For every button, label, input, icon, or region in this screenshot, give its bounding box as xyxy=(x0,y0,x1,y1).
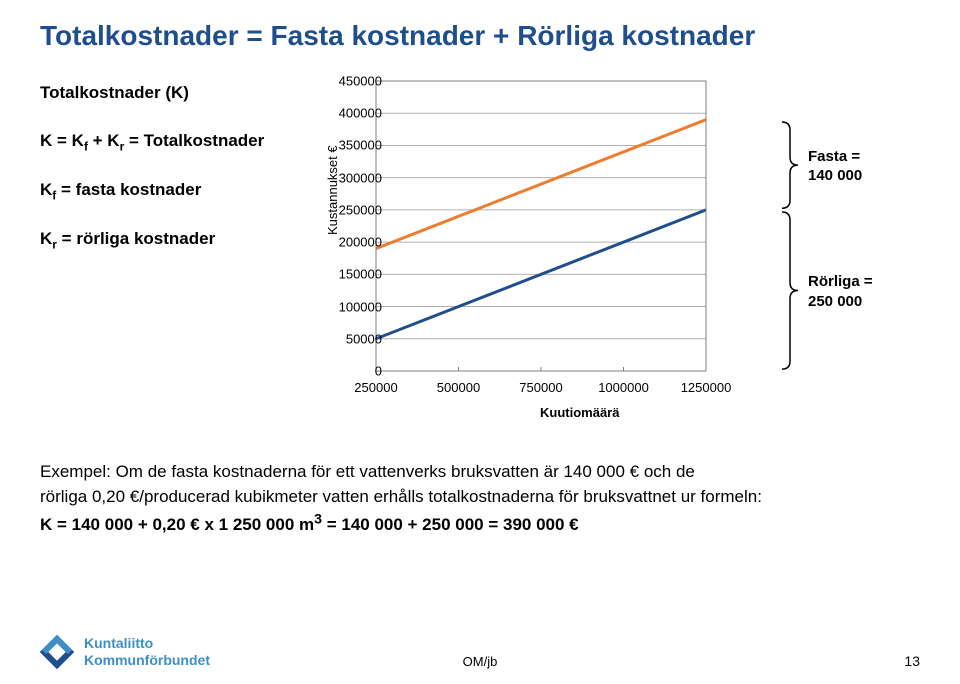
fasta-annotation: Fasta = 140 000 xyxy=(808,147,862,186)
chart-svg xyxy=(375,80,707,372)
logo-text-1: Kuntaliitto xyxy=(84,635,153,651)
fasta-l1: Fasta = xyxy=(808,148,860,165)
def-formula: K = Kf + Kr = Totalkostnader xyxy=(40,128,310,155)
footer: Kuntaliitto Kommunförbundet OM/jb 13 xyxy=(40,635,920,669)
fasta-l2: 140 000 xyxy=(808,167,862,184)
footer-center-text: OM/jb xyxy=(463,654,498,669)
xtick-label: 250000 xyxy=(354,380,397,395)
logo-block: Kuntaliitto Kommunförbundet xyxy=(40,635,210,669)
ytick-label: 100000 xyxy=(322,299,382,314)
page-number: 13 xyxy=(904,653,920,669)
example-l2: rörliga 0,20 €/producerad kubikmeter vat… xyxy=(40,487,762,506)
chart-ylabel: Kustannukset € xyxy=(325,145,340,235)
xtick-label: 500000 xyxy=(437,380,480,395)
ytick-label: 150000 xyxy=(322,267,382,282)
definitions-column: Totalkostnader (K) K = Kf + Kr = Totalko… xyxy=(40,80,310,276)
rorliga-annotation: Rörliga = 250 000 xyxy=(808,272,873,311)
ytick-label: 200000 xyxy=(322,235,382,250)
content-row: Totalkostnader (K) K = Kf + Kr = Totalko… xyxy=(40,80,920,430)
def-kr: Kr = rörliga kostnader xyxy=(40,226,310,253)
bracket-rorliga-icon xyxy=(780,210,802,371)
slide-title: Totalkostnader = Fasta kostnader + Rörli… xyxy=(40,20,920,52)
annotations-column: Fasta = 140 000 Rörliga = 250 000 xyxy=(780,80,940,430)
ytick-label: 300000 xyxy=(322,170,382,185)
example-text: Exempel: Om de fasta kostnaderna för ett… xyxy=(40,460,910,538)
ytick-label: 400000 xyxy=(322,106,382,121)
logo-icon xyxy=(40,635,74,669)
def-k: Totalkostnader (K) xyxy=(40,80,310,106)
bracket-fasta-icon xyxy=(780,120,802,210)
example-l1: Exempel: Om de fasta kostnaderna för ett… xyxy=(40,462,695,481)
ytick-label: 450000 xyxy=(322,74,382,89)
chart-xlabel: Kuutiomäärä xyxy=(540,405,619,420)
ytick-label: 0 xyxy=(322,364,382,379)
rorliga-l1: Rörliga = xyxy=(808,273,873,290)
rorliga-l2: 250 000 xyxy=(808,293,862,310)
xtick-label: 1000000 xyxy=(598,380,649,395)
def-kf: Kf = fasta kostnader xyxy=(40,177,310,204)
line-chart: Kustannukset € 0500001000001500002000002… xyxy=(330,80,760,430)
ytick-label: 350000 xyxy=(322,138,382,153)
logo-text-2: Kommunförbundet xyxy=(84,652,210,668)
ytick-label: 50000 xyxy=(322,331,382,346)
xtick-label: 750000 xyxy=(519,380,562,395)
xtick-label: 1250000 xyxy=(681,380,732,395)
ytick-label: 250000 xyxy=(322,202,382,217)
example-l3: K = 140 000 + 0,20 € x 1 250 000 m3 = 14… xyxy=(40,515,579,534)
